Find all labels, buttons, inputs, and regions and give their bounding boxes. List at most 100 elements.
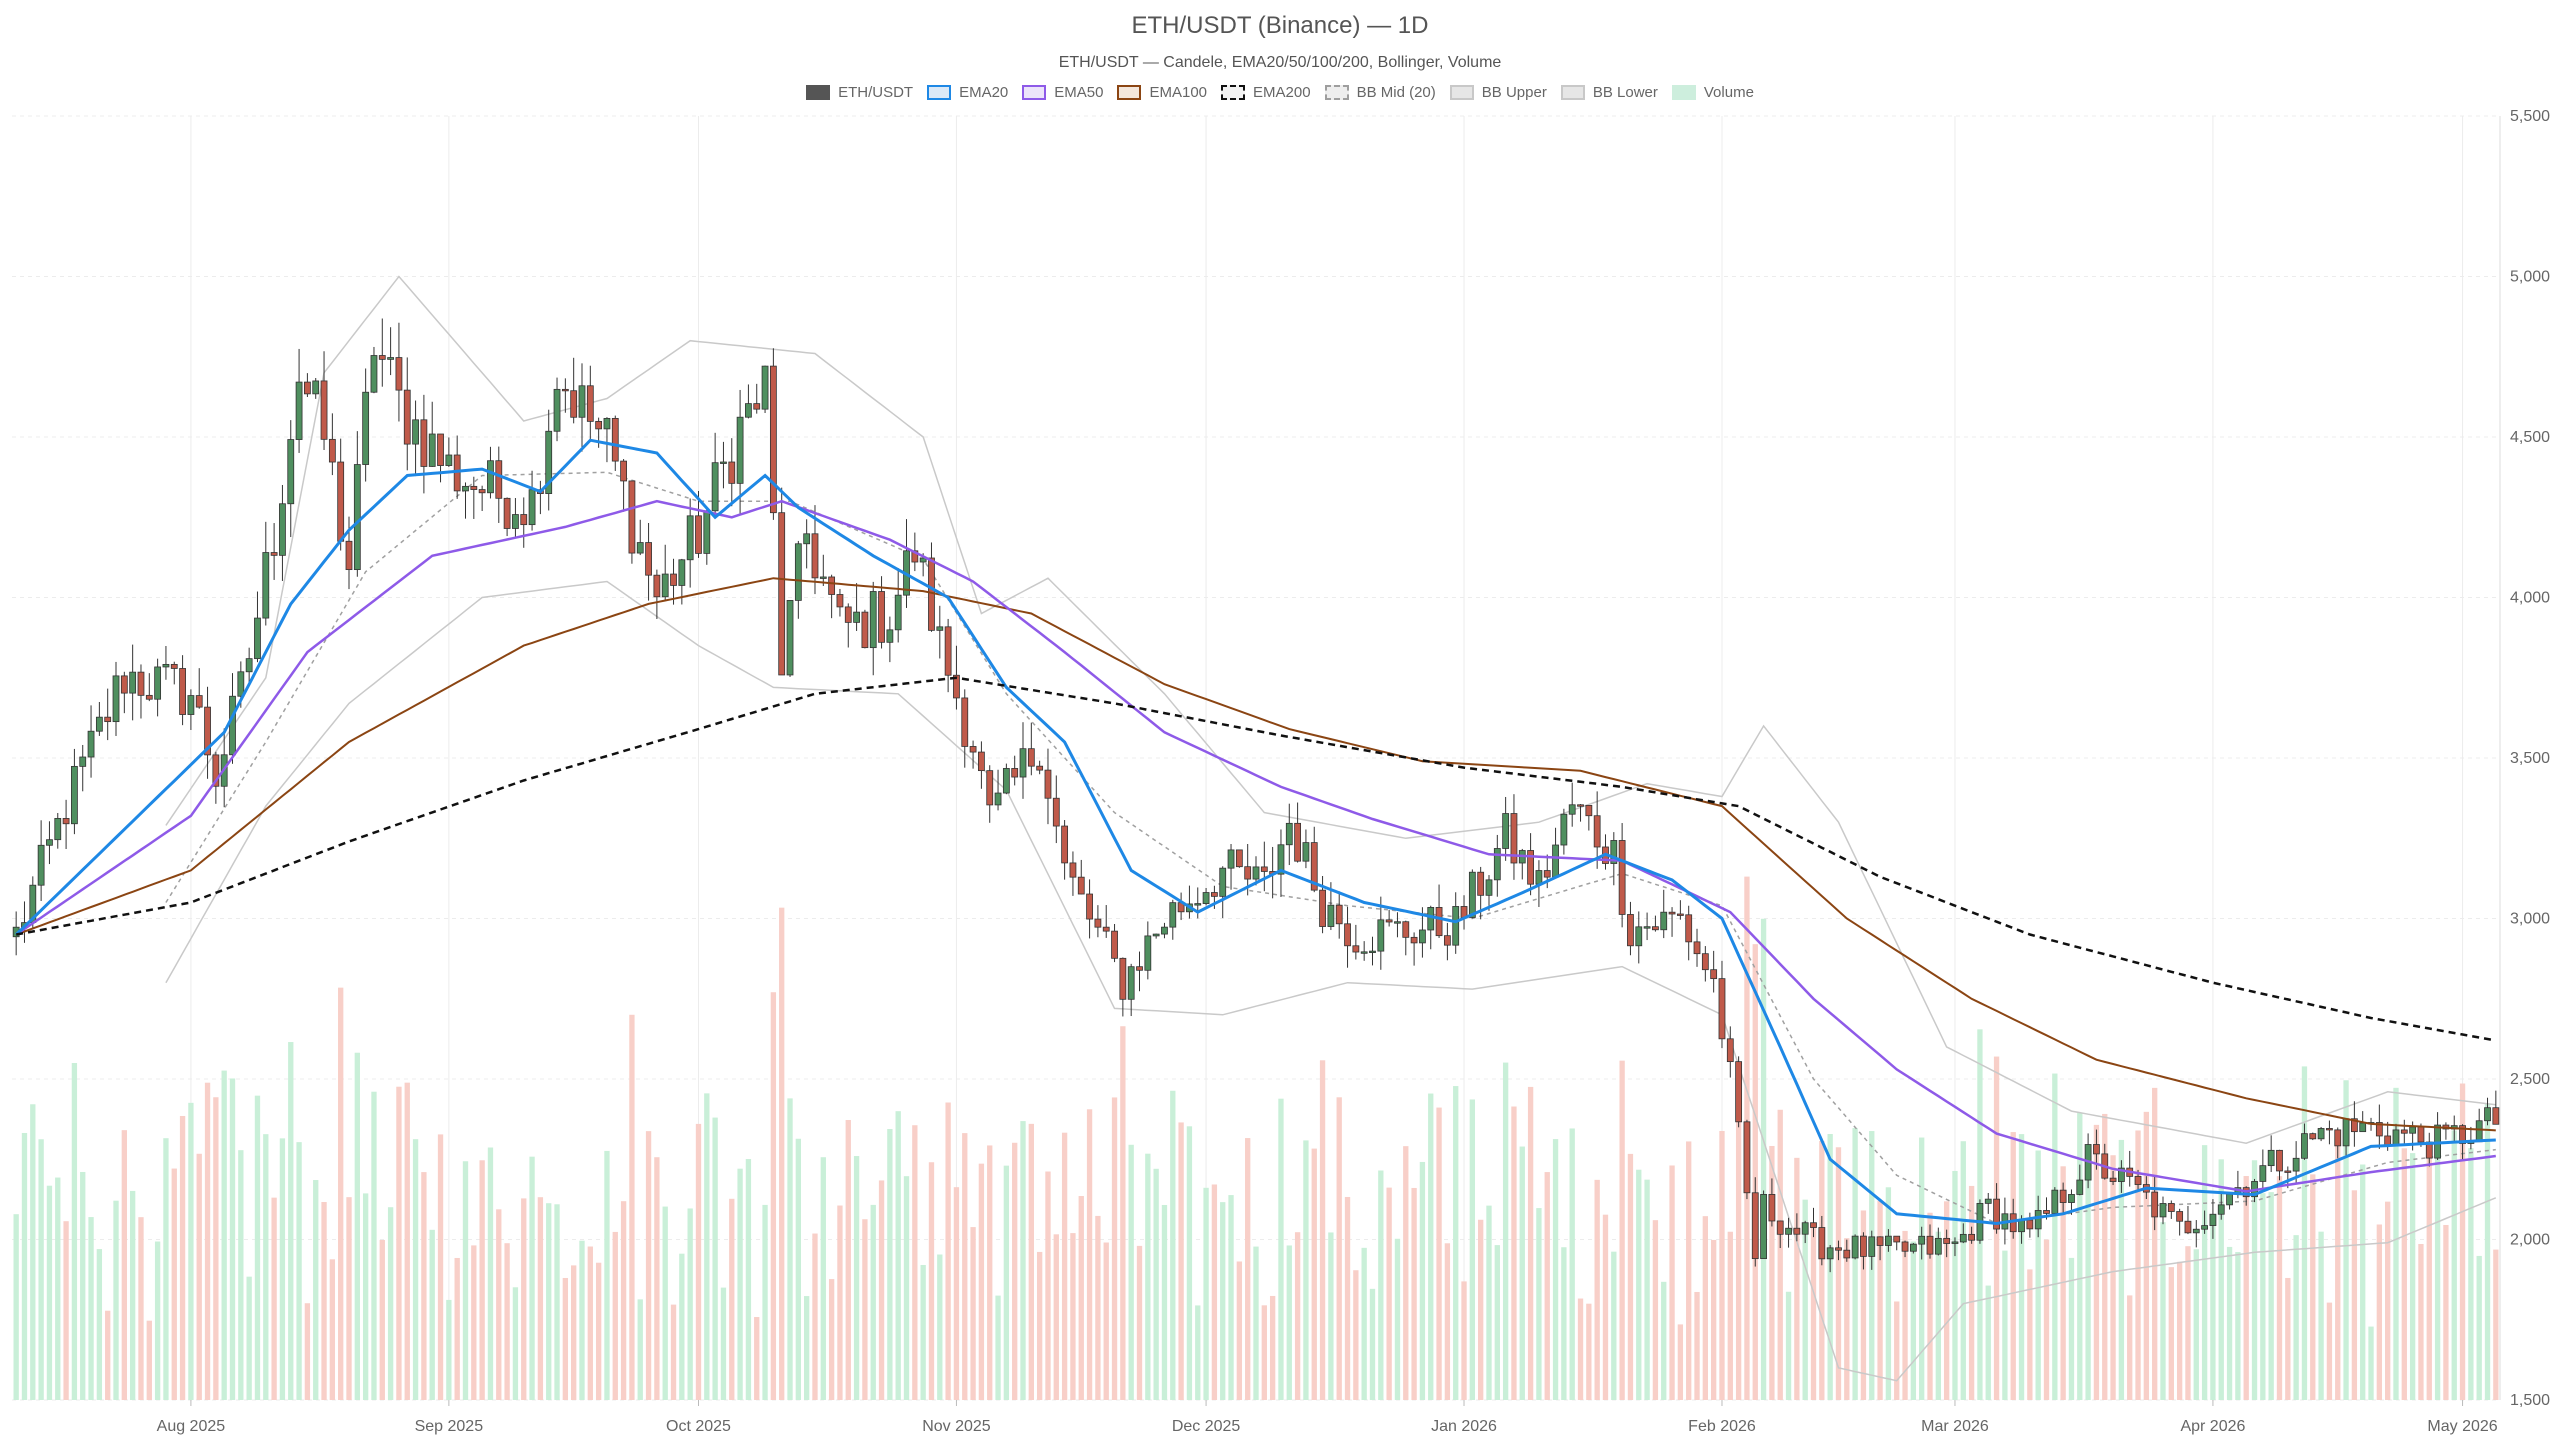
legend-item[interactable]: ETH/USDT	[806, 84, 913, 101]
candle-body	[1344, 923, 1351, 947]
volume-bar	[1036, 1251, 1043, 1400]
candle-body	[1893, 1235, 1901, 1243]
candle-body	[1718, 978, 1726, 1040]
legend-item[interactable]: Volume	[1671, 84, 1754, 101]
legend-item[interactable]: BB Upper	[1449, 84, 1547, 101]
legend-item[interactable]: EMA100	[1117, 84, 1207, 101]
volume-bar	[196, 1153, 202, 1400]
volume-bar	[903, 1176, 910, 1400]
legend-swatch	[1324, 85, 1349, 100]
volume-bar	[1785, 1291, 1792, 1400]
candle-body	[911, 550, 919, 563]
candle-body	[2068, 1194, 2075, 1203]
legend-item[interactable]: EMA20	[927, 84, 1008, 101]
candle-body	[1310, 842, 1318, 891]
volume-bar	[1985, 1285, 1991, 1400]
candle-body	[1294, 822, 1302, 862]
volume-bar	[404, 1082, 410, 1400]
volume-bar	[496, 1209, 502, 1400]
candle-body	[212, 754, 220, 787]
volume-bar	[1286, 1245, 1292, 1400]
candle-body	[786, 600, 794, 676]
candle-body	[512, 514, 519, 529]
volume-bar	[2376, 1224, 2383, 1400]
candle-body	[2201, 1225, 2208, 1230]
volume-bar	[803, 1296, 810, 1400]
legend-item[interactable]: BB Lower	[1560, 84, 1658, 101]
candle-body	[853, 611, 860, 623]
volume-bar	[2360, 1164, 2366, 1400]
candle-body	[437, 433, 444, 466]
volume-bar	[1078, 1196, 1084, 1400]
volume-bar	[246, 1276, 252, 1400]
candle-body	[1660, 911, 1668, 931]
volume-bar	[379, 1239, 385, 1400]
candle-body	[1227, 849, 1235, 869]
volume-bar	[895, 1111, 901, 1400]
candle-body	[1785, 1227, 1792, 1235]
candle-body	[170, 663, 178, 669]
candle-body	[936, 626, 944, 631]
candle-body	[1535, 870, 1543, 885]
volume-bar	[2110, 1155, 2116, 1400]
volume-bar	[645, 1131, 652, 1400]
candle-body	[187, 695, 195, 715]
volume-bar	[1028, 1123, 1034, 1400]
y-tick-label: 3,500	[2510, 750, 2550, 767]
candle-body	[1019, 748, 1027, 778]
candle-body	[1394, 921, 1401, 924]
volume-bar	[1411, 1187, 1417, 1400]
legend-swatch	[1449, 85, 1474, 100]
candle-body	[1610, 840, 1618, 864]
candle-body	[2417, 1126, 2425, 1143]
legend-label: ETH/USDT	[838, 84, 914, 101]
volume-bar	[1386, 1187, 1392, 1400]
legend-label: BB Upper	[1481, 84, 1547, 101]
candle-body	[1027, 748, 1035, 767]
candle-body	[1901, 1241, 1909, 1252]
volume-bar	[745, 1159, 752, 1400]
candle-body	[328, 438, 336, 463]
y-tick-label: 3,000	[2510, 911, 2550, 928]
volume-bar	[1003, 1165, 1010, 1400]
candle-body	[1676, 913, 1684, 916]
volume-bar	[679, 1253, 685, 1400]
candle-body	[1485, 879, 1493, 896]
candle-body	[1402, 921, 1410, 938]
volume-bar	[2401, 1148, 2407, 1400]
volume-bar	[46, 1185, 53, 1400]
volume-bar	[188, 1102, 194, 1400]
candle-body	[1860, 1235, 1867, 1257]
ema100-line	[15, 577, 2496, 1132]
volume-bar	[346, 1197, 352, 1400]
candle-body	[62, 818, 70, 825]
candle-body	[1593, 815, 1601, 848]
candle-body	[1385, 919, 1393, 923]
volume-bar	[770, 992, 777, 1400]
volume-bar	[1319, 1060, 1326, 1400]
volume-bar	[105, 1310, 111, 1400]
volume-bar	[2201, 1145, 2208, 1400]
volume-bar	[1960, 1141, 1966, 1400]
volume-bar	[812, 1233, 818, 1400]
candle-body	[653, 574, 661, 598]
candle-body	[337, 461, 345, 542]
volume-bar	[1245, 1138, 1251, 1400]
legend-item[interactable]: BB Mid (20)	[1324, 84, 1436, 101]
candle-body	[1410, 936, 1418, 944]
legend-item[interactable]: EMA200	[1221, 84, 1311, 101]
volume-bar	[2077, 1113, 2083, 1400]
volume-bar	[21, 1132, 28, 1400]
volume-bar	[1261, 1305, 1267, 1400]
candle-body	[2209, 1213, 2217, 1226]
candle-body	[1776, 1220, 1784, 1235]
candle-body	[1560, 813, 1568, 846]
volume-bar	[1677, 1324, 1684, 1400]
candle-body	[2375, 1122, 2383, 1137]
volume-bar	[1469, 1099, 1476, 1400]
candle-body	[1377, 919, 1385, 952]
volume-bar	[2218, 1159, 2224, 1400]
legend-item[interactable]: EMA50	[1022, 84, 1103, 101]
volume-bar	[2226, 1246, 2233, 1400]
candle-body	[470, 485, 478, 490]
